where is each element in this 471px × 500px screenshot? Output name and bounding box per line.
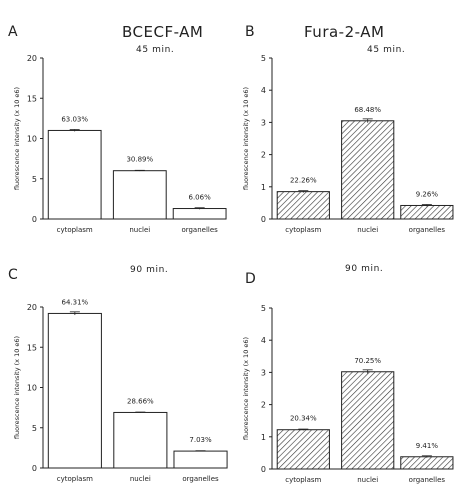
panel-b-ytick-label: 2 <box>261 151 266 160</box>
panel-d-pct-organelles: 9.41% <box>416 442 439 450</box>
panel-a-pct-cytoplasm: 63.03% <box>61 115 88 123</box>
panel-d-letter: D <box>245 271 256 287</box>
panel-c-ytick-label: 15 <box>27 343 37 352</box>
panel-d-ytick-label: 3 <box>261 368 266 377</box>
panel-d-cat-organelles: organelles <box>409 476 446 484</box>
panel-a-ytick-label: 20 <box>27 54 37 63</box>
panel-d: D 90 min. 0 1 2 3 4 5 fluorescence intensity (x … <box>242 264 454 484</box>
panel-d-ytick-label: 4 <box>261 336 266 345</box>
panel-c-pct-nuclei: 28.66% <box>127 397 154 405</box>
header-left: BCECF-AM <box>122 23 203 41</box>
panel-d-bar-nuclei <box>341 371 395 470</box>
panel-a-letter: A <box>8 24 18 40</box>
panel-a-cat-nuclei: nuclei <box>129 226 150 234</box>
panel-b-ytick-label: 0 <box>261 215 266 224</box>
panel-c-bar-organelles <box>173 450 228 469</box>
panel-a-subtitle: 45 min. <box>136 45 174 55</box>
panel-a: A 45 min. 0 5 10 15 20 fluorescence intensity (… <box>8 24 227 234</box>
panel-d-subtitle: 90 min. <box>345 264 383 274</box>
panel-a-ytick-label: 15 <box>27 94 37 103</box>
panel-a-pct-organelles: 6.06% <box>189 194 212 202</box>
panel-b-bar-nuclei <box>341 120 395 220</box>
panel-c-pct-organelles: 7.03% <box>189 436 212 444</box>
panel-b-ytick-label: 3 <box>261 118 266 127</box>
panel-a-cat-cytoplasm: cytoplasm <box>57 226 93 234</box>
panel-b-ytick-label: 4 <box>261 86 266 95</box>
panel-a-bar-organelles <box>172 208 227 220</box>
panel-b-pct-cytoplasm: 22.26% <box>290 177 317 185</box>
panel-c-cat-cytoplasm: cytoplasm <box>57 475 93 483</box>
panel-c-letter: C <box>8 267 18 283</box>
panel-c-ytick-label: 10 <box>27 384 37 393</box>
panel-c-ytick-label: 0 <box>32 464 37 473</box>
panel-b-ytick-label: 5 <box>261 54 266 63</box>
panel-d-cat-nuclei: nuclei <box>357 476 378 484</box>
panel-b-subtitle: 45 min. <box>367 45 405 55</box>
panel-a-bar-cytoplasm <box>47 129 102 220</box>
panel-c-ytick-label: 20 <box>27 303 37 312</box>
panel-c-bar-nuclei <box>113 411 168 469</box>
panel-a-cat-organelles: organelles <box>181 226 218 234</box>
panel-d-ytick-label: 1 <box>261 433 266 442</box>
panel-b-ylabel: fluorescence intensity (x 10 e6) <box>242 87 250 190</box>
panel-d-cat-cytoplasm: cytoplasm <box>285 476 321 484</box>
panel-c-cat-organelles: organelles <box>182 475 219 483</box>
panel-b-bar-organelles <box>400 204 454 220</box>
panel-d-ytick-label: 0 <box>261 465 266 474</box>
panel-c-ylabel: fluorescence intensity (x 10 e6) <box>13 336 21 439</box>
panel-b: B 45 min. 0 1 2 3 4 5 fluorescence intensity (x … <box>242 24 454 234</box>
panel-b-cat-cytoplasm: cytoplasm <box>285 226 321 234</box>
panel-c: C 90 min. 0 5 10 15 20 fluorescence intensity (… <box>8 265 228 483</box>
panel-a-ylabel: fluorescence intensity (x 10 e6) <box>13 87 21 190</box>
panel-a-ytick-label: 10 <box>27 135 37 144</box>
panel-d-ytick-label: 5 <box>261 304 266 313</box>
header-right: Fura-2-AM <box>304 23 384 41</box>
panel-c-pct-cytoplasm: 64.31% <box>62 298 89 306</box>
panel-d-pct-nuclei: 70.25% <box>354 357 381 365</box>
panel-b-cat-organelles: organelles <box>409 226 446 234</box>
panel-b-cat-nuclei: nuclei <box>357 226 378 234</box>
panel-a-bar-nuclei <box>112 170 167 220</box>
panel-d-bar-cytoplasm <box>276 429 330 470</box>
panel-c-ytick-label: 5 <box>32 424 37 433</box>
panel-b-bar-cytoplasm <box>276 191 330 220</box>
panel-b-pct-organelles: 9.26% <box>416 190 439 198</box>
panel-c-cat-nuclei: nuclei <box>130 475 151 483</box>
panel-c-bar-cytoplasm <box>47 312 102 469</box>
panel-d-ytick-label: 2 <box>261 401 266 410</box>
panel-b-pct-nuclei: 68.48% <box>354 106 381 114</box>
panel-b-letter: B <box>245 24 255 40</box>
panel-d-bar-organelles <box>400 456 454 470</box>
panel-a-ytick-label: 5 <box>32 175 37 184</box>
panel-a-pct-nuclei: 30.89% <box>126 156 153 164</box>
panel-c-subtitle: 90 min. <box>130 265 168 275</box>
panel-d-ylabel: fluorescence intensity (x 10 e6) <box>242 337 250 440</box>
panel-a-ytick-label: 0 <box>32 215 37 224</box>
panel-b-ytick-label: 1 <box>261 183 266 192</box>
panel-d-pct-cytoplasm: 20.34% <box>290 415 317 423</box>
